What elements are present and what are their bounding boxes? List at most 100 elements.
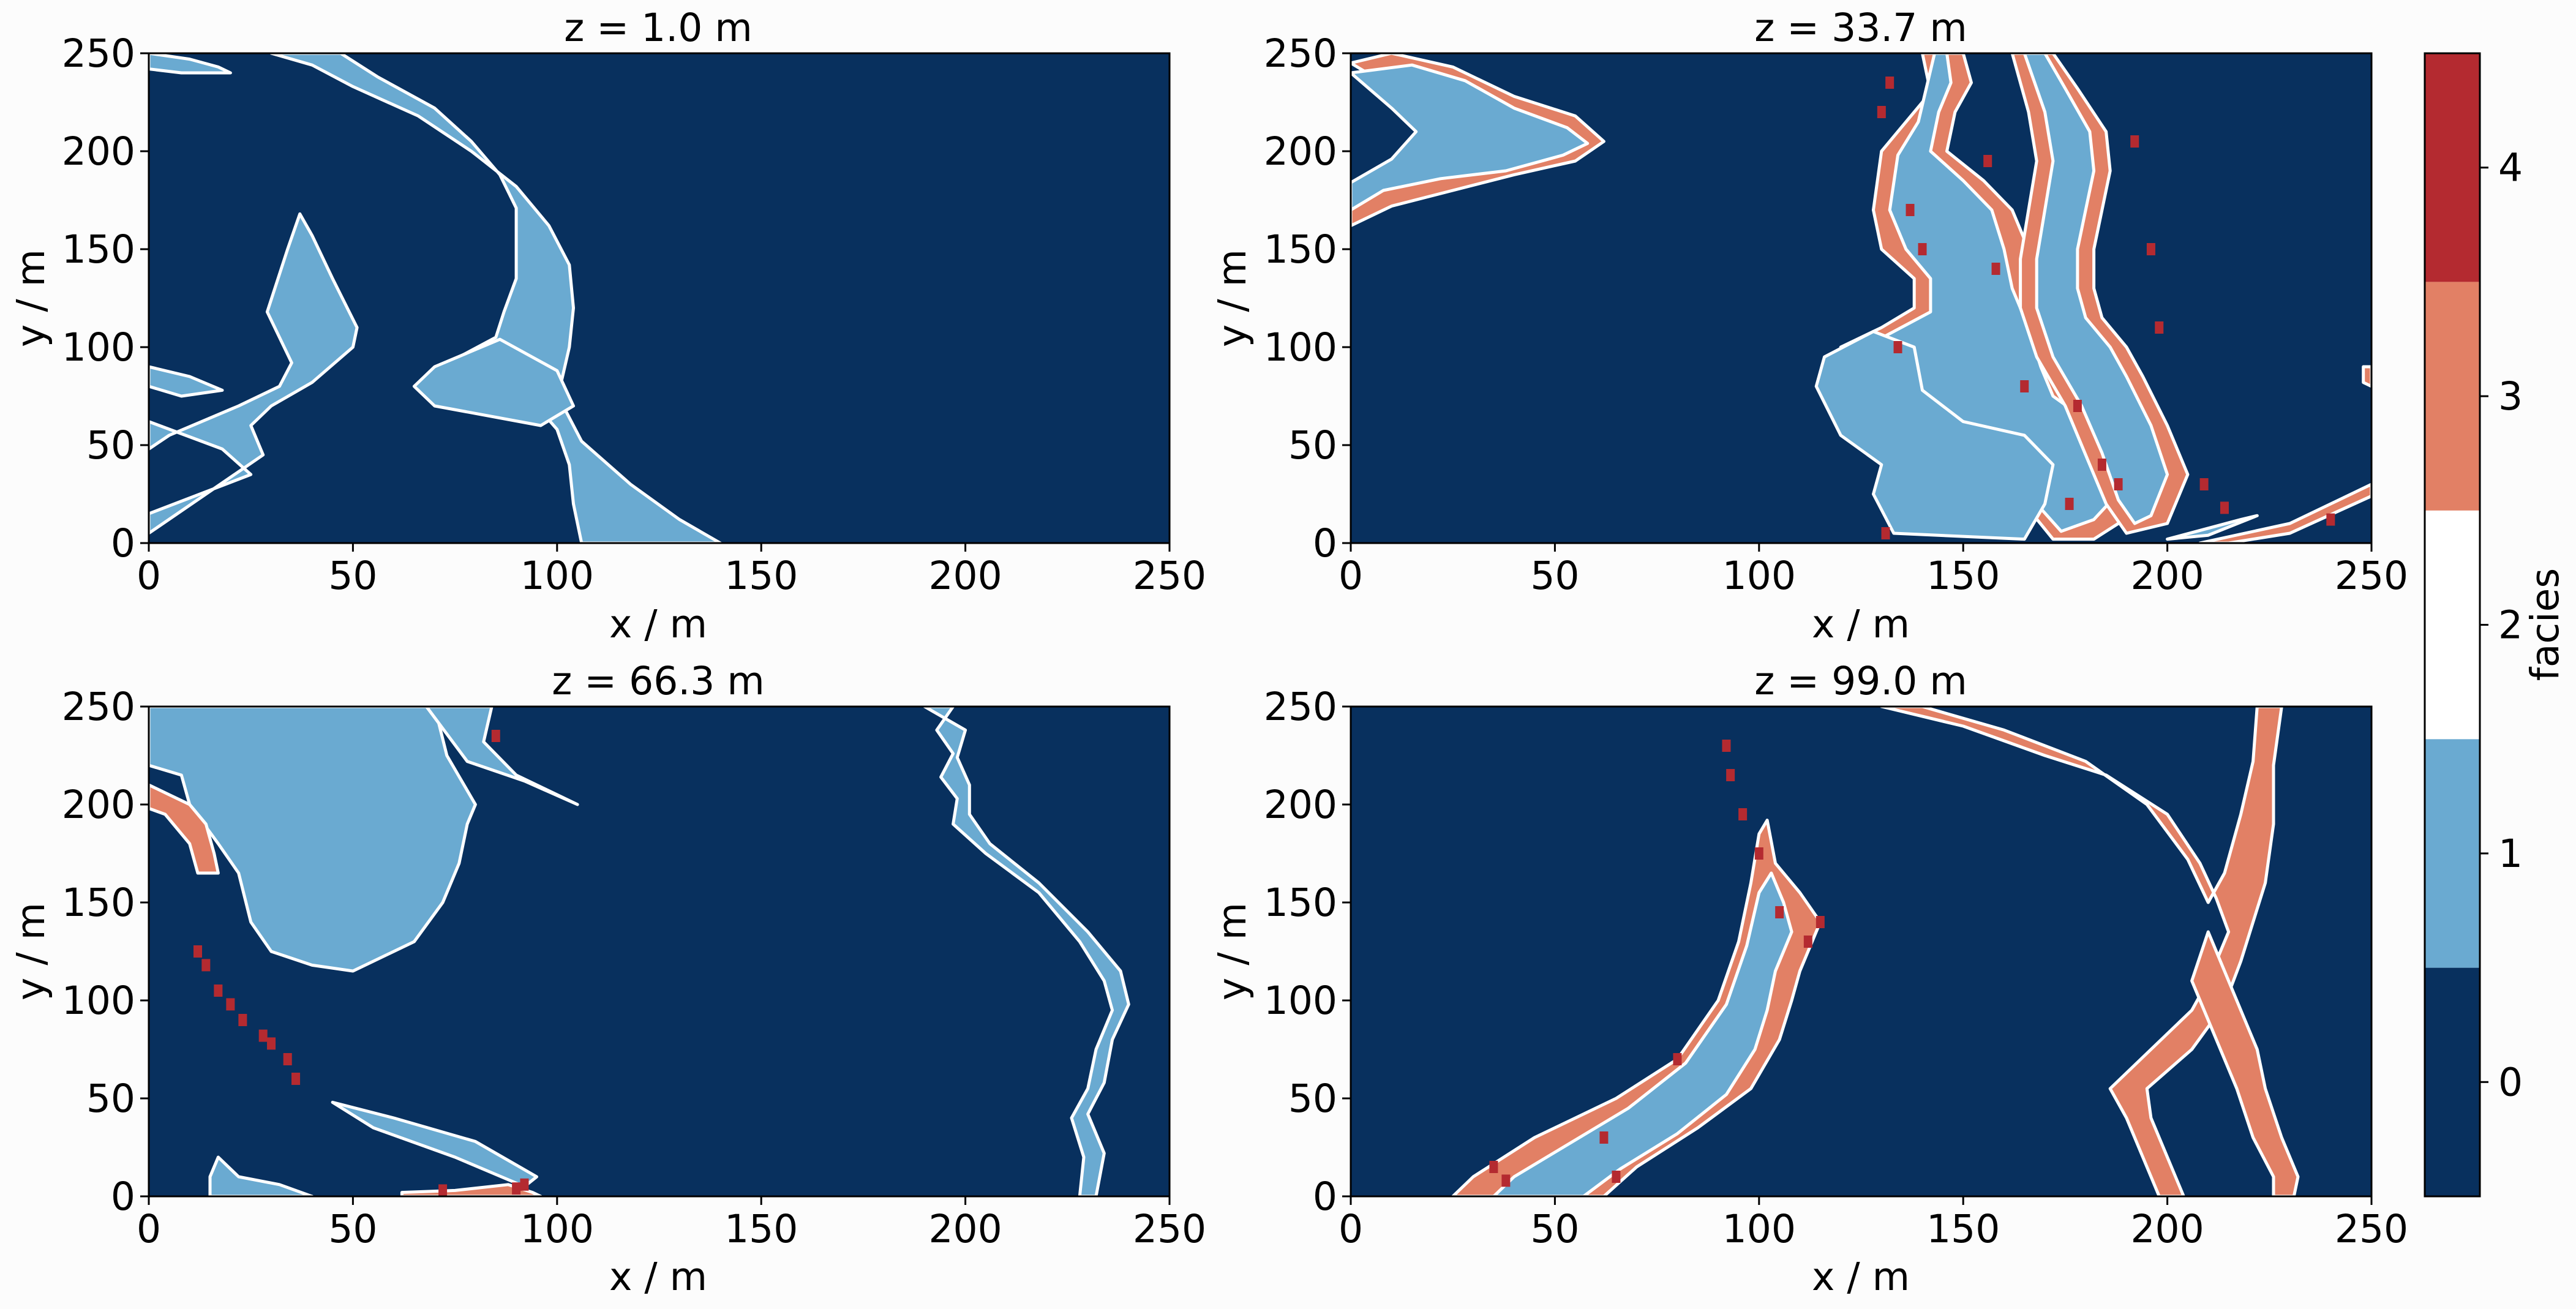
facies-4-cell [1775, 906, 1784, 918]
x-tick-label: 150 [1926, 1207, 2000, 1251]
colorbar-tick-label: 1 [2498, 831, 2523, 876]
facies-1-body [149, 365, 224, 398]
facies-4-cell [1726, 769, 1735, 781]
x-tick-label: 200 [2130, 553, 2204, 598]
y-tick-label: 150 [62, 227, 135, 272]
facies-4-cell [226, 998, 235, 1011]
facies-4-cell [1816, 916, 1825, 928]
facies-4-cell [1803, 936, 1812, 948]
y-tick-label: 150 [1264, 880, 1337, 925]
colorbar-label: facies [2523, 568, 2567, 681]
facies-4-cell [291, 1073, 301, 1085]
facies-0-background [1351, 707, 2371, 1196]
colorbar-segment-1 [2425, 739, 2480, 968]
colorbar-tick-label: 2 [2498, 603, 2523, 648]
y-tick-label: 250 [62, 31, 135, 76]
x-axis-label: x / m [1812, 1255, 1910, 1299]
colorbar-tick-label: 4 [2498, 146, 2523, 190]
facies-3-body [2362, 365, 2371, 388]
facies-1-body [2166, 514, 2259, 541]
plot-frame [1350, 705, 2373, 1198]
facies-4-cell [201, 959, 211, 972]
x-tick-label: 250 [2335, 553, 2408, 598]
facies-4-cell [491, 730, 500, 742]
y-tick-label: 100 [1264, 978, 1337, 1023]
x-tick-label: 250 [1133, 1207, 1206, 1251]
x-tick-label: 50 [1530, 553, 1579, 598]
y-axis-label: y / m [1210, 249, 1255, 347]
facies-4-cell [1501, 1174, 1511, 1187]
facies-1-body [149, 707, 477, 973]
x-tick-label: 150 [724, 553, 798, 598]
x-axis-label: x / m [1812, 602, 1910, 647]
y-tick-label: 0 [1313, 521, 1337, 566]
panel-title: z = 33.7 m [1754, 6, 1967, 50]
facies-4-cell [1673, 1053, 1682, 1065]
facies-4-cell [1918, 243, 1927, 255]
facies-4-cell [2155, 321, 2164, 334]
facies-4-cell [1877, 106, 1886, 118]
y-axis-label: y / m [9, 902, 53, 1000]
facies-4-cell [2020, 380, 2029, 392]
facies-4-cell [1991, 263, 2000, 275]
y-axis-label: y / m [1210, 902, 1255, 1000]
facies-1-body [2022, 53, 2169, 525]
y-tick-label: 200 [62, 782, 135, 827]
facies-4-cell [1906, 204, 1915, 216]
facies-1-body [1351, 63, 1590, 212]
colorbar-segment-3 [2425, 282, 2480, 511]
panel-z-33-7: z = 33.7 m 00 50 50 100 100 150 150 200 200 250 25… [1210, 6, 2408, 647]
y-axis-label: y / m [9, 249, 53, 347]
facies-4-cell [1722, 740, 1731, 752]
facies-4-cell [258, 1029, 268, 1042]
facies-1-body [149, 53, 232, 75]
panel-z-66-3: z = 66.3 m 00 50 50 100 100 150 150 200 200 250 25… [9, 659, 1206, 1299]
y-tick-label: 100 [62, 325, 135, 370]
panel-title: z = 1.0 m [564, 6, 753, 50]
x-tick-label: 0 [137, 1207, 161, 1251]
facies-4-cell [193, 945, 203, 958]
y-tick-label: 50 [86, 423, 135, 468]
x-tick-label: 200 [2130, 1207, 2204, 1251]
x-tick-label: 100 [520, 553, 594, 598]
panel-z-99: z = 99.0 m 00 50 50 100 100 150 150 200 200 250 25… [1210, 659, 2408, 1299]
x-tick-label: 50 [1530, 1207, 1579, 1251]
facies-1-body [923, 707, 1130, 1196]
y-tick-label: 0 [1313, 1174, 1337, 1219]
facies-4-cell [214, 985, 223, 997]
facies-4-cell [2146, 243, 2155, 255]
facies-4-cell [1983, 155, 1992, 167]
facies-1-body [1492, 871, 1793, 1196]
y-tick-label: 200 [1264, 129, 1337, 174]
y-tick-label: 250 [1264, 685, 1337, 729]
facies-4-cell [1489, 1161, 1498, 1173]
facies-3-body [400, 1183, 543, 1196]
x-axis-label: x / m [609, 1255, 707, 1299]
facies-1-body [424, 707, 579, 806]
plot-frame [1350, 52, 2373, 544]
facies-4-cell [1885, 77, 1894, 89]
facies-4-cell [1599, 1131, 1609, 1144]
x-tick-label: 0 [1339, 1207, 1363, 1251]
y-tick-label: 200 [1264, 782, 1337, 827]
y-tick-label: 0 [111, 521, 135, 566]
y-tick-label: 50 [1288, 1076, 1337, 1121]
x-tick-label: 100 [1722, 1207, 1796, 1251]
facies-4-cell [283, 1053, 292, 1065]
y-tick-label: 50 [86, 1076, 135, 1121]
x-tick-label: 100 [520, 1207, 594, 1251]
facies-1-body [269, 53, 722, 543]
facies-4-cell [2326, 513, 2335, 526]
x-tick-label: 150 [1926, 553, 2000, 598]
facies-4-cell [2073, 400, 2082, 412]
facies-1-body [1814, 329, 2055, 541]
y-tick-label: 150 [1264, 227, 1337, 272]
colorbar-segment-0 [2425, 967, 2480, 1196]
facies-3-body [149, 783, 220, 875]
facies-4-cell [1754, 847, 1763, 860]
facies-1-body [331, 1100, 538, 1188]
x-tick-label: 100 [1722, 553, 1796, 598]
colorbar: 0 1 2 3 4 [2424, 52, 2523, 1198]
colorbar-tick-label: 0 [2498, 1060, 2523, 1105]
